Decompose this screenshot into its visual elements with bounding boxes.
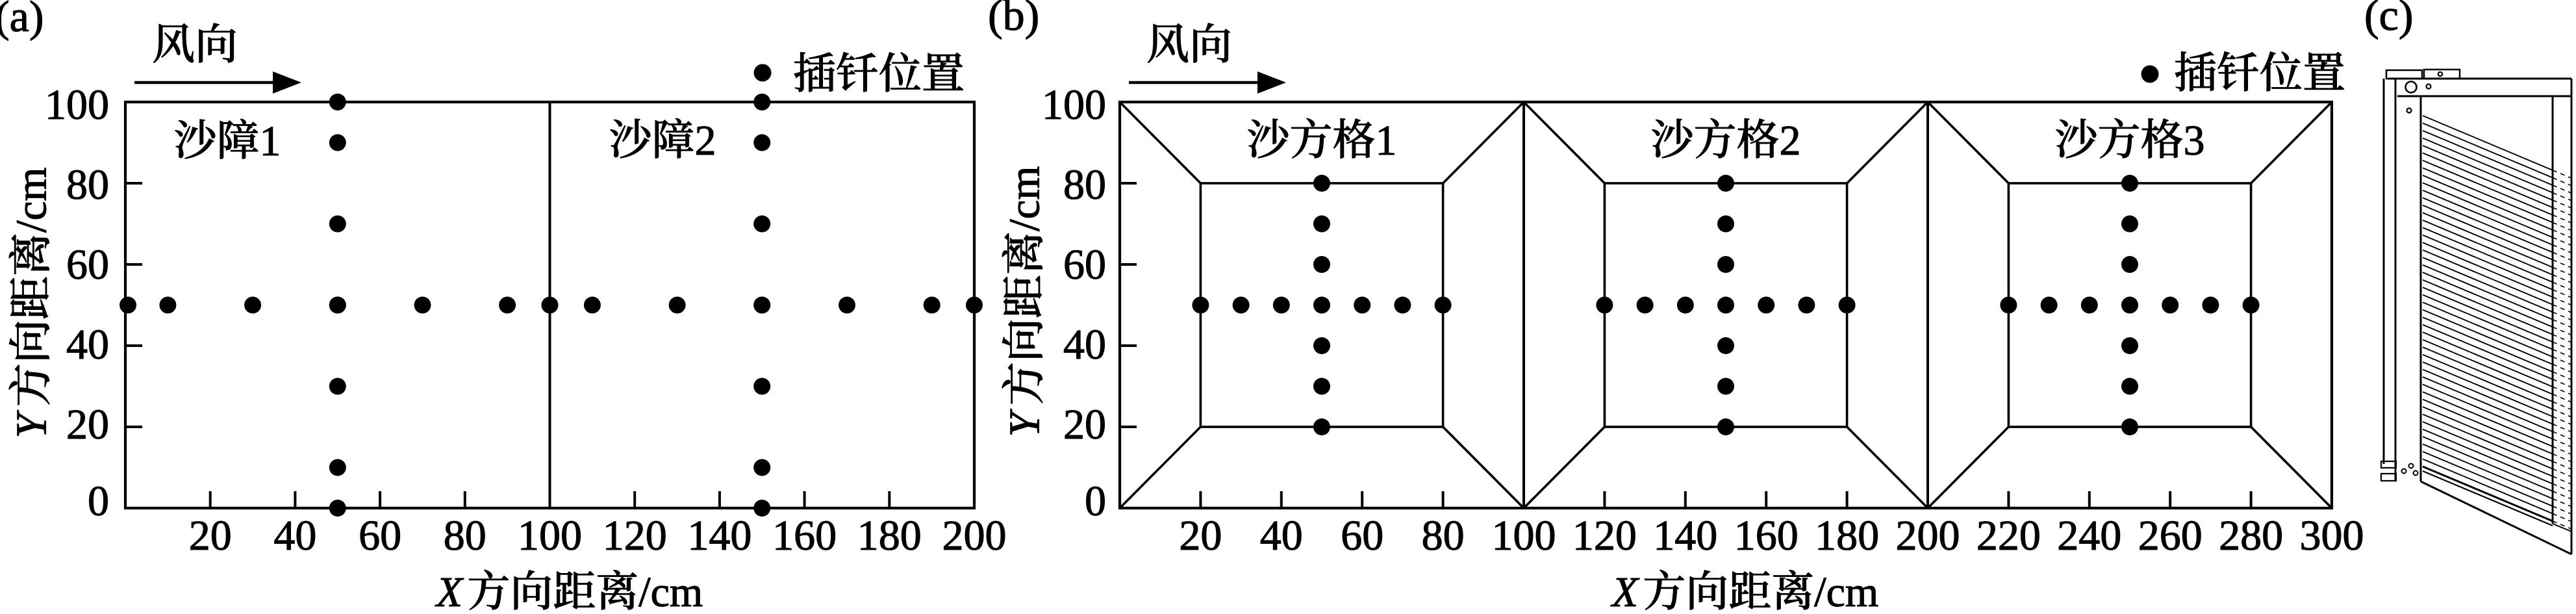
svg-text:120: 120 [603, 512, 667, 559]
svg-text:(b): (b) [988, 0, 1039, 40]
svg-text:Y: Y [7, 409, 55, 438]
svg-text:100: 100 [1042, 81, 1106, 129]
svg-text:100: 100 [1492, 512, 1556, 559]
svg-text:40: 40 [273, 512, 316, 559]
svg-text:40: 40 [1063, 321, 1106, 368]
svg-text:80: 80 [1422, 512, 1465, 559]
svg-text:1: 1 [260, 118, 281, 165]
svg-text:3: 3 [2184, 117, 2205, 164]
svg-text:40: 40 [66, 321, 109, 368]
svg-text:Y: Y [1000, 408, 1048, 437]
svg-text:280: 280 [2219, 512, 2283, 559]
svg-text:60: 60 [1063, 241, 1106, 288]
svg-text:2: 2 [695, 117, 716, 164]
svg-text:0: 0 [1085, 478, 1106, 525]
svg-text:/cm: /cm [1814, 569, 1878, 614]
svg-text:/cm: /cm [1000, 166, 1048, 231]
svg-text:220: 220 [1976, 512, 2041, 559]
svg-text:X: X [1610, 569, 1640, 614]
svg-text:20: 20 [66, 401, 109, 448]
svg-text:160: 160 [1734, 512, 1799, 559]
svg-text:2: 2 [1780, 117, 1801, 164]
svg-text:180: 180 [857, 512, 922, 559]
svg-text:(a): (a) [0, 0, 44, 41]
svg-text:140: 140 [1653, 512, 1717, 559]
svg-text:(c): (c) [2364, 0, 2413, 40]
svg-text:60: 60 [1341, 512, 1383, 559]
svg-text:X: X [435, 569, 464, 614]
svg-text:60: 60 [359, 512, 401, 559]
svg-text:300: 300 [2300, 512, 2364, 559]
svg-text:260: 260 [2138, 512, 2203, 559]
svg-text:/cm: /cm [7, 168, 55, 233]
svg-text:200: 200 [1896, 512, 1960, 559]
svg-text:60: 60 [66, 241, 109, 288]
svg-text:100: 100 [518, 512, 582, 559]
svg-text:120: 120 [1572, 512, 1637, 559]
svg-text:240: 240 [2057, 512, 2121, 559]
svg-text:200: 200 [942, 512, 1007, 559]
svg-text:20: 20 [189, 512, 232, 559]
svg-text:80: 80 [1063, 161, 1106, 209]
svg-text:40: 40 [1260, 512, 1303, 559]
svg-text:160: 160 [772, 512, 837, 559]
svg-text:0: 0 [88, 478, 109, 525]
svg-text:20: 20 [1179, 512, 1222, 559]
svg-text:1: 1 [1376, 117, 1397, 164]
svg-text:140: 140 [687, 512, 751, 559]
svg-text:80: 80 [444, 512, 486, 559]
svg-text:80: 80 [66, 161, 109, 209]
svg-text:/cm: /cm [638, 569, 703, 614]
svg-text:20: 20 [1063, 401, 1106, 448]
svg-text:180: 180 [1815, 512, 1879, 559]
svg-text:100: 100 [45, 81, 109, 129]
